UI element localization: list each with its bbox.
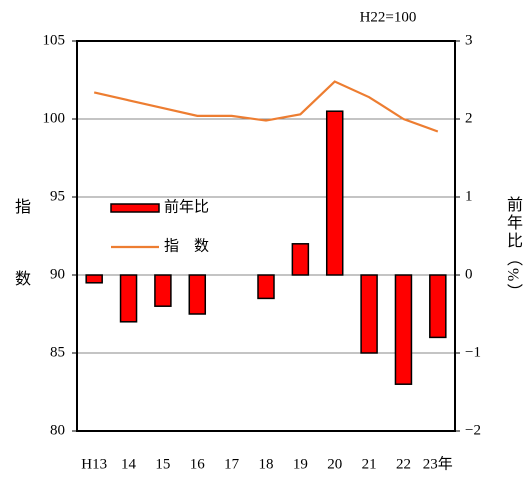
y2-tick-label: −1 bbox=[465, 344, 481, 360]
line bbox=[93, 80, 439, 133]
x-tick-label: 22 bbox=[396, 456, 411, 472]
x-tick-label: 23年 bbox=[423, 455, 453, 472]
y2-axis-label: 前年比（%） bbox=[504, 196, 521, 302]
y-tick-label: 90 bbox=[50, 266, 65, 282]
bar bbox=[394, 274, 413, 385]
x-tick-label: 15 bbox=[155, 456, 170, 472]
y2-tick-label: 0 bbox=[465, 266, 473, 282]
bar bbox=[291, 243, 310, 276]
y-tick-label: 85 bbox=[50, 344, 65, 360]
annotation: H22=100 bbox=[360, 9, 417, 25]
bar bbox=[119, 274, 138, 323]
y-tick-label: 105 bbox=[43, 32, 66, 48]
y-axis-label: 指数 bbox=[12, 198, 29, 342]
legend-swatch bbox=[110, 203, 160, 213]
x-tick-label: 18 bbox=[259, 456, 274, 472]
x-tick-label: H13 bbox=[81, 456, 107, 472]
x-tick-label: 14 bbox=[121, 456, 137, 472]
bar bbox=[429, 274, 447, 339]
y2-tick-label: −2 bbox=[465, 422, 481, 438]
y2-tick-label: 3 bbox=[465, 32, 473, 48]
y-tick-label: 100 bbox=[43, 110, 66, 126]
y2-tick-label: 1 bbox=[465, 188, 473, 204]
legend-label: 指 数 bbox=[164, 237, 209, 254]
bar bbox=[360, 274, 378, 354]
plot-frame bbox=[76, 40, 456, 432]
bar bbox=[154, 274, 172, 307]
y2-tick-label: 2 bbox=[465, 110, 473, 126]
bar bbox=[188, 274, 207, 315]
y-tick-label: 95 bbox=[50, 188, 65, 204]
bar bbox=[85, 274, 103, 284]
x-tick-label: 21 bbox=[362, 456, 377, 472]
x-tick-label: 16 bbox=[190, 456, 206, 472]
legend-label: 前年比 bbox=[164, 198, 209, 215]
y-tick-label: 80 bbox=[50, 422, 65, 438]
x-tick-label: 19 bbox=[293, 456, 308, 472]
bar bbox=[257, 274, 275, 300]
x-tick-label: 20 bbox=[327, 456, 342, 472]
bar bbox=[325, 110, 344, 276]
x-tick-label: 17 bbox=[224, 456, 240, 472]
